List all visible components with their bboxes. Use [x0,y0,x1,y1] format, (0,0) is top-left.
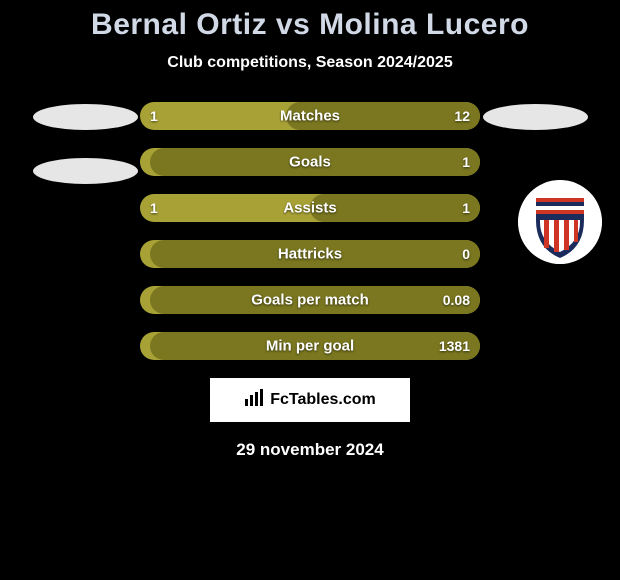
subtitle: Club competitions, Season 2024/2025 [167,54,452,72]
bar-value-right: 1 [462,154,470,170]
player-placeholder [33,158,138,184]
bar-label: Goals per match [251,292,369,309]
player-placeholder [33,104,138,130]
left-player-col [30,102,140,184]
bar-label: Hattricks [278,246,342,263]
stat-bar: 1381 Min per goal [140,332,480,360]
bar-label: Assists [283,200,336,217]
bar-value-left: 1 [150,200,158,216]
bar-value-right: 12 [454,108,470,124]
stat-bar: 0 Hattricks [140,240,480,268]
stat-bar: 1 1 Assists [140,194,480,222]
bar-value-left: 1 [150,108,158,124]
right-player-col [480,102,590,130]
page-title: Bernal Ortiz vs Molina Lucero [91,8,529,42]
bar-value-right: 1381 [439,338,470,354]
bar-label: Goals [289,154,331,171]
bar-label: Matches [280,108,340,125]
watermark-text: FcTables.com [270,391,376,409]
bar-value-right: 0.08 [443,292,470,308]
player-placeholder [483,104,588,130]
chart-icon [244,389,264,412]
watermark: FcTables.com [210,378,410,422]
bar-value-right: 0 [462,246,470,262]
stats-bars: 1 12 Matches 1 Goals 1 1 Assists 0 Hattricks 0.08 G… [140,102,480,360]
bar-label: Min per goal [266,338,354,355]
stat-bar: 1 12 Matches [140,102,480,130]
atletico-logo-icon [518,180,602,264]
bar-value-right: 1 [462,200,470,216]
club-logo [518,180,602,264]
date-text: 29 november 2024 [236,440,383,460]
stat-bar: 0.08 Goals per match [140,286,480,314]
stat-bar: 1 Goals [140,148,480,176]
